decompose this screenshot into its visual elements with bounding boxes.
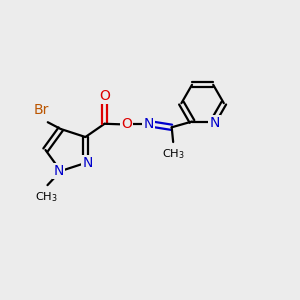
Text: O: O [121, 117, 132, 131]
Text: N: N [143, 117, 154, 131]
Text: N: N [82, 156, 93, 170]
Text: Br: Br [33, 103, 49, 117]
Text: N: N [53, 164, 64, 178]
Text: CH$_3$: CH$_3$ [162, 147, 185, 161]
Text: N: N [209, 116, 220, 130]
Text: O: O [99, 89, 110, 103]
Text: CH$_3$: CH$_3$ [34, 190, 58, 204]
